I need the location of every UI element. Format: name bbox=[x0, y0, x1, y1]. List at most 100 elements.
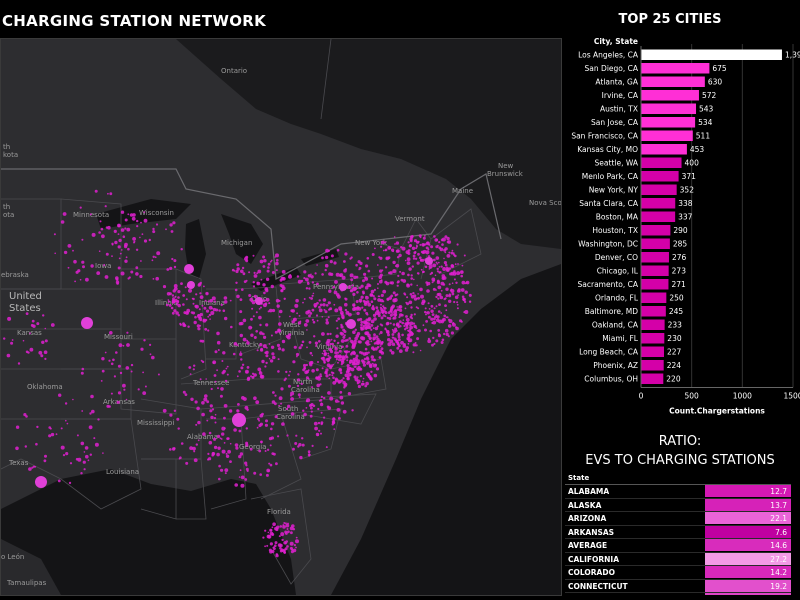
station-dot bbox=[135, 266, 139, 270]
station-dot bbox=[357, 260, 361, 264]
station-dot bbox=[221, 360, 224, 362]
city-cluster-dot[interactable] bbox=[339, 283, 347, 291]
ratio-value-cell: 22.1 bbox=[705, 512, 791, 524]
city-cluster-dot[interactable] bbox=[187, 281, 195, 289]
station-dot bbox=[290, 531, 293, 535]
station-dot bbox=[199, 292, 202, 295]
station-dot bbox=[203, 397, 208, 402]
bar[interactable] bbox=[641, 292, 667, 304]
bar[interactable] bbox=[641, 184, 677, 196]
ratio-row[interactable]: DELAWARE17.5 bbox=[565, 593, 791, 595]
station-dot bbox=[22, 339, 25, 342]
station-dot bbox=[334, 399, 339, 403]
ratio-row[interactable]: ARKANSAS 7.6 bbox=[565, 525, 791, 539]
bar[interactable] bbox=[641, 103, 697, 115]
bar[interactable] bbox=[641, 238, 670, 250]
station-dot bbox=[213, 416, 217, 420]
bar[interactable] bbox=[641, 225, 671, 236]
station-dot bbox=[416, 261, 420, 265]
city-cluster-dot[interactable] bbox=[81, 317, 93, 329]
station-dot bbox=[364, 384, 368, 388]
station-dot bbox=[188, 288, 192, 293]
station-dot bbox=[211, 453, 214, 457]
charging-station-map[interactable]: Ontario Minnesota th kota th ota Wiscons… bbox=[0, 38, 562, 596]
ratio-row[interactable]: ALASKA 13.7 bbox=[565, 498, 791, 512]
station-dot bbox=[355, 300, 359, 303]
bar[interactable] bbox=[641, 319, 665, 331]
bar[interactable] bbox=[641, 90, 699, 101]
bar[interactable] bbox=[641, 130, 693, 142]
ratio-row[interactable]: CALIFORNIA 27.2 bbox=[565, 552, 791, 566]
bar[interactable] bbox=[641, 346, 665, 358]
station-dot bbox=[373, 297, 377, 301]
city-cluster-dot[interactable] bbox=[184, 264, 194, 274]
city-cluster-dot[interactable] bbox=[425, 257, 433, 265]
station-dot bbox=[266, 448, 270, 451]
bar[interactable] bbox=[641, 76, 705, 88]
station-dot bbox=[222, 309, 226, 313]
station-dot bbox=[337, 317, 341, 321]
bar[interactable] bbox=[641, 63, 710, 74]
bar[interactable] bbox=[641, 333, 665, 344]
bar[interactable] bbox=[641, 306, 666, 317]
bar[interactable] bbox=[641, 198, 676, 209]
station-dot bbox=[380, 303, 382, 306]
city-cluster-dot[interactable] bbox=[346, 319, 356, 329]
ratio-table[interactable]: State ALABAMA 12.7 ALASKA 13.7 ARIZONA 22.1 AR… bbox=[565, 473, 791, 595]
ratio-row[interactable]: COLORADO 14.2 bbox=[565, 566, 791, 580]
ratio-state-name: ALABAMA bbox=[568, 487, 610, 496]
ratio-value-cell: 19.2 bbox=[705, 579, 791, 592]
map-canvas[interactable]: Ontario Minnesota th kota th ota Wiscons… bbox=[1, 39, 561, 595]
station-dot bbox=[382, 314, 386, 317]
ratio-row[interactable]: AVERAGE 14.6 bbox=[565, 539, 791, 553]
bar[interactable] bbox=[641, 265, 669, 277]
station-dot bbox=[185, 298, 188, 301]
station-dot bbox=[82, 460, 86, 464]
station-dot bbox=[253, 336, 257, 339]
bar[interactable] bbox=[641, 373, 664, 385]
station-dot bbox=[266, 269, 270, 273]
station-dot bbox=[296, 312, 298, 315]
bar[interactable] bbox=[641, 157, 682, 169]
station-dot bbox=[435, 261, 438, 264]
station-dot bbox=[311, 308, 315, 312]
bar[interactable] bbox=[641, 117, 696, 128]
ratio-row[interactable]: ALABAMA 12.7 bbox=[565, 485, 791, 499]
station-dot bbox=[285, 334, 290, 339]
ratio-state-name: CONNECTICUT bbox=[568, 581, 628, 591]
bar[interactable] bbox=[641, 49, 782, 61]
station-dot bbox=[109, 331, 113, 335]
station-dot bbox=[396, 346, 400, 350]
bar[interactable] bbox=[641, 211, 676, 223]
station-dot bbox=[208, 313, 212, 317]
station-dot bbox=[62, 454, 66, 457]
bar[interactable] bbox=[641, 171, 679, 182]
station-dot bbox=[102, 452, 104, 454]
bar[interactable] bbox=[641, 252, 669, 263]
station-dot bbox=[345, 356, 349, 359]
station-dot bbox=[259, 374, 264, 379]
station-dot bbox=[392, 329, 397, 334]
bar[interactable] bbox=[641, 144, 687, 155]
city-cluster-dot[interactable] bbox=[35, 476, 47, 488]
station-dot bbox=[307, 377, 310, 380]
city-cluster-dot[interactable] bbox=[232, 413, 246, 427]
bar[interactable] bbox=[641, 360, 664, 371]
station-dot bbox=[307, 309, 311, 314]
station-dot bbox=[172, 297, 175, 301]
station-dot bbox=[304, 370, 309, 375]
bar[interactable] bbox=[641, 279, 669, 290]
station-dot bbox=[117, 245, 121, 249]
station-dot bbox=[280, 402, 283, 405]
station-dot bbox=[325, 368, 329, 372]
station-dot bbox=[456, 243, 459, 246]
ratio-row[interactable]: CONNECTICUT 19.2 bbox=[565, 579, 791, 593]
station-dot bbox=[409, 244, 412, 247]
ratio-row[interactable]: ARIZONA 22.1 bbox=[565, 512, 791, 526]
station-dot bbox=[341, 316, 345, 320]
city-cluster-dot[interactable] bbox=[255, 297, 263, 305]
station-dot bbox=[289, 370, 291, 373]
station-dot bbox=[210, 387, 213, 391]
station-dot bbox=[250, 300, 253, 303]
